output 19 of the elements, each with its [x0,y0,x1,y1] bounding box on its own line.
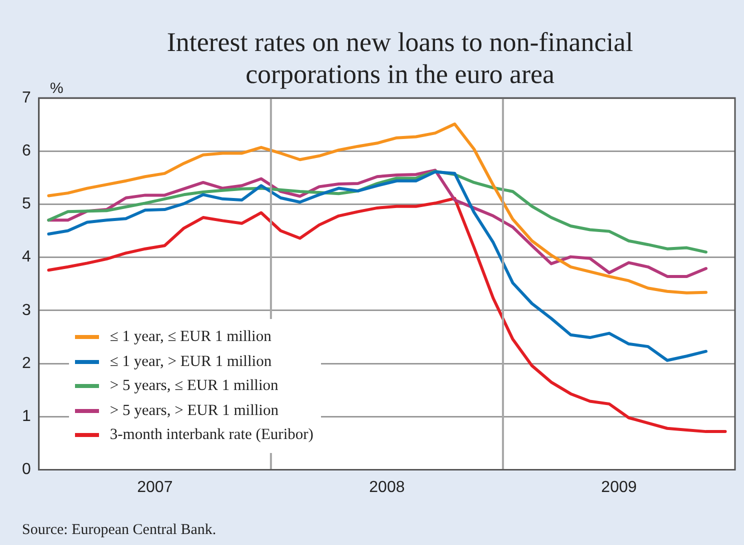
y-tick-label: 2 [22,354,31,372]
y-tick-label: 1 [22,408,31,426]
y-tick-label: 6 [22,142,31,160]
x-tick-label: 2008 [369,478,405,496]
chart-title: Interest rates on new loans to non-financial corporations in the euro area [166,26,634,90]
y-axis-title: % [50,80,64,97]
legend-label: 3-month interbank rate (Euribor) [110,426,314,444]
x-tick-label: 2009 [601,478,637,496]
source-note: Source: European Central Bank. [22,522,216,539]
y-tick-label: 4 [22,248,31,266]
legend-label: > 5 years, ≤ EUR 1 million [110,377,278,396]
legend-label: ≤ 1 year, > EUR 1 million [110,352,272,371]
y-tick-label: 0 [22,461,31,478]
legend-label: > 5 years, > EUR 1 million [110,402,278,420]
y-tick-label: 5 [22,196,31,213]
y-tick-label: 7 [22,89,31,106]
legend-label: ≤ 1 year, ≤ EUR 1 million [110,328,272,346]
x-tick-label: 2007 [137,478,173,496]
y-tick-label: 3 [22,302,31,319]
